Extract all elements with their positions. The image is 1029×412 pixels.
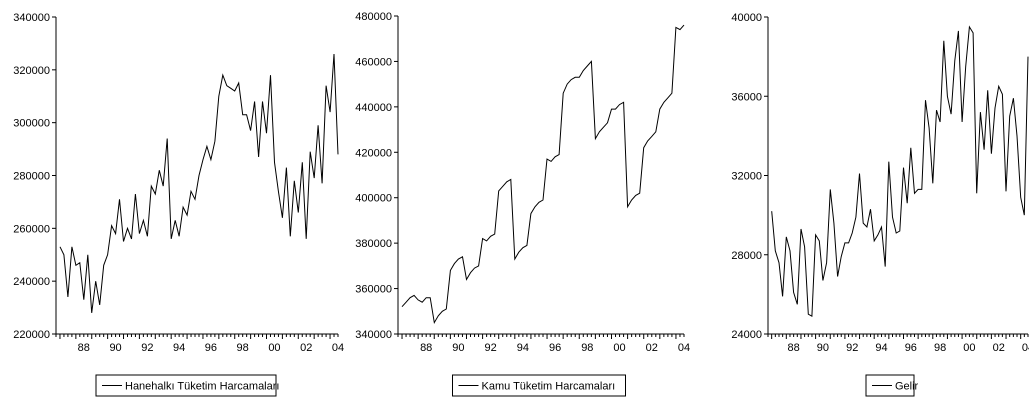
y-tick-label: 280000 (13, 171, 50, 183)
series-line-1 (771, 25, 1029, 318)
y-tick-label: 260000 (13, 223, 50, 235)
x-tick-label: 88 (78, 342, 90, 354)
y-tick-label: 300000 (13, 118, 50, 130)
legend-label: Hanehalkı Tüketim Harcamaları (125, 381, 279, 393)
y-tick-label: 320000 (13, 65, 50, 77)
x-tick-label: 96 (549, 342, 561, 354)
x-tick-label: 90 (109, 342, 121, 354)
x-tick-label: 00 (268, 342, 280, 354)
y-tick-label: 340000 (13, 12, 50, 24)
y-tick-label: 380000 (355, 238, 392, 250)
y-tick-label: 480000 (355, 11, 392, 23)
x-tick-label: 98 (237, 342, 249, 354)
x-tick-label: 04 (1022, 342, 1029, 354)
x-tick-label: 00 (613, 342, 625, 354)
x-tick-label: 90 (452, 342, 464, 354)
x-tick-label: 90 (817, 342, 829, 354)
y-tick-label: 32000 (731, 171, 762, 183)
x-tick-label: 02 (300, 342, 312, 354)
x-tick-label: 88 (420, 342, 432, 354)
legend-label: Kamu Tüketim Harcamaları (482, 381, 616, 393)
x-tick-label: 98 (934, 342, 946, 354)
x-tick-label: 00 (963, 342, 975, 354)
legend-label: Gelir (895, 381, 919, 393)
y-tick-label: 440000 (355, 102, 392, 114)
x-tick-label: 04 (332, 342, 344, 354)
y-tick-label: 360000 (355, 284, 392, 296)
y-tick-label: 40000 (731, 12, 762, 24)
x-tick-label: 92 (141, 342, 153, 354)
x-tick-label: 92 (846, 342, 858, 354)
x-tick-label: 02 (993, 342, 1005, 354)
series-line-1 (59, 53, 339, 313)
y-tick-label: 460000 (355, 56, 392, 68)
y-tick-label: 36000 (731, 91, 762, 103)
y-tick-label: 400000 (355, 193, 392, 205)
x-tick-label: 94 (517, 342, 529, 354)
x-tick-label: 96 (905, 342, 917, 354)
x-tick-label: 96 (205, 342, 217, 354)
x-tick-label: 04 (678, 342, 690, 354)
x-tick-label: 92 (485, 342, 497, 354)
x-tick-label: 94 (173, 342, 185, 354)
y-tick-label: 28000 (731, 250, 762, 262)
x-tick-label: 88 (788, 342, 800, 354)
y-tick-label: 240000 (13, 276, 50, 288)
legend-box (452, 374, 626, 397)
y-tick-label: 220000 (13, 329, 50, 341)
y-tick-label: 24000 (731, 329, 762, 341)
x-tick-label: 98 (581, 342, 593, 354)
legend-box (95, 374, 277, 397)
x-tick-label: 02 (646, 342, 658, 354)
x-tick-label: 94 (875, 342, 887, 354)
series-line-1 (401, 24, 685, 325)
y-tick-label: 420000 (355, 147, 392, 159)
y-tick-label: 340000 (355, 329, 392, 341)
